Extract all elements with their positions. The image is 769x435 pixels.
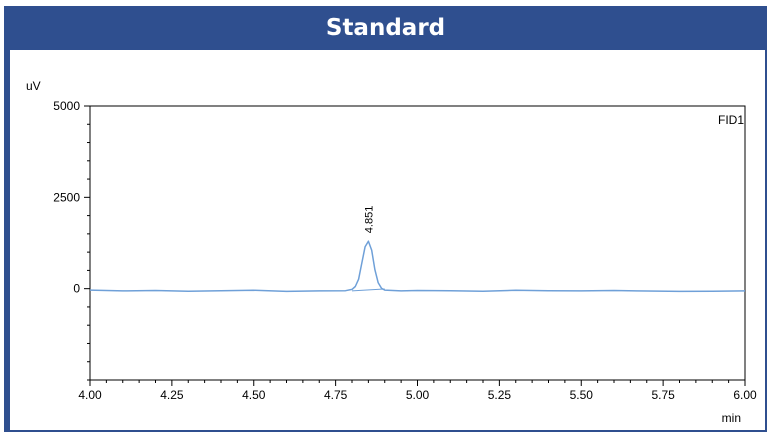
chromatogram-trace	[89, 240, 746, 293]
plot-area-border	[89, 105, 746, 381]
title-bar: Standard	[4, 6, 767, 50]
x-tick-label: 4.00	[78, 388, 102, 402]
x-tick-label: 5.75	[651, 388, 675, 402]
x-tick-label: 4.75	[324, 388, 348, 402]
x-tick-label: 5.50	[570, 388, 594, 402]
y-axis-unit-label: uV	[26, 79, 41, 93]
y-tick-label: 0	[73, 282, 80, 296]
peak-baseline	[351, 288, 385, 292]
x-axis-unit-label: min	[722, 411, 741, 425]
panel-title: Standard	[325, 15, 446, 41]
chromatogram-chart: uV FID1 min 5000 2500 0 4.00 4.25 4.50 4.75 5.0…	[26, 79, 757, 425]
y-tick-label: 2500	[53, 190, 80, 204]
x-tick-label: 5.00	[406, 388, 430, 402]
x-tick-label: 4.25	[160, 388, 184, 402]
chart-panel: uV FID1 min 5000 2500 0 4.00 4.25 4.50 4.75 5.0…	[10, 50, 765, 430]
y-tick-label: 5000	[53, 99, 80, 113]
x-tick-label: 5.25	[488, 388, 512, 402]
chart-frame: Standard uV FID1 min 5000 2500 0 4.00 4.25 4.…	[4, 6, 767, 432]
peak-retention-label: 4.851	[364, 206, 376, 234]
detector-label: FID1	[718, 113, 744, 127]
x-tick-label: 6.00	[733, 388, 757, 402]
x-tick-label: 4.50	[242, 388, 266, 402]
